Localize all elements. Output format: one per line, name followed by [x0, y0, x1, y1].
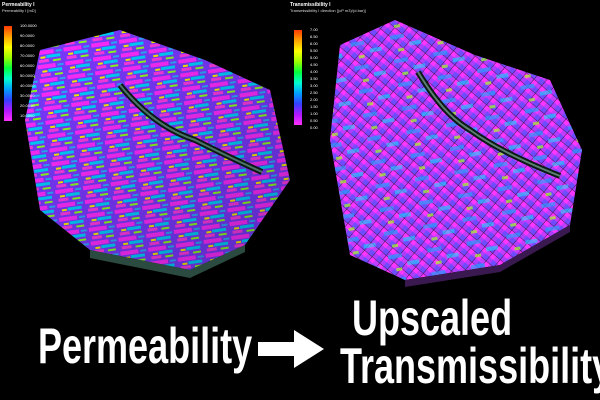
tick-label: 90.0000	[20, 33, 35, 38]
tick-label: 5.50	[310, 48, 318, 53]
transmissibility-caption: Transmissibility	[340, 338, 600, 394]
tick-label: 6.50	[310, 34, 318, 39]
upscaled-caption: Upscaled	[352, 290, 513, 346]
tick-label: 1.50	[310, 104, 318, 109]
transmissibility-view: Transmissibility I Transmissibility I di…	[290, 0, 600, 300]
tick-label: 6.00	[310, 41, 318, 46]
legend-subtitle: Transmissibility I direction [(cP m3)/(d…	[290, 8, 366, 13]
tick-label: 4.50	[310, 62, 318, 67]
tick-label: 40.0000	[20, 83, 35, 88]
tick-label: 80.0000	[20, 43, 35, 48]
tick-label: 2.00	[310, 97, 318, 102]
legend-title: Transmissibility I	[290, 2, 331, 8]
legend-title: Permeability I	[2, 2, 35, 8]
tick-label: 60.0000	[20, 63, 35, 68]
permeability-legend: Permeability I Permeability I [mD]	[2, 2, 36, 13]
permeability-view: Permeability I Permeability I [mD] 100.0…	[0, 0, 300, 300]
right-arrow-icon	[258, 330, 324, 368]
tick-label: 0.00	[310, 125, 318, 130]
tick-label: 5.00	[310, 55, 318, 60]
tick-label: 2.50	[310, 90, 318, 95]
permeability-surface	[25, 30, 290, 278]
tick-label: 100.0000	[20, 23, 37, 28]
transmissibility-color-bar	[294, 30, 302, 125]
permeability-tick-labels: 100.0000 90.0000 80.0000 70.0000 60.0000…	[20, 24, 60, 119]
tick-label: 0.50	[310, 118, 318, 123]
tick-label: 4.00	[310, 69, 318, 74]
permeability-caption: Permeability	[38, 318, 253, 374]
transmissibility-surface	[330, 20, 582, 287]
transmissibility-tick-labels: 7.00 6.50 6.00 5.50 5.00 4.50 4.00 3.50 …	[310, 27, 340, 130]
permeability-color-bar	[4, 26, 12, 121]
tick-label: 20.0000	[20, 103, 35, 108]
tick-label: 3.50	[310, 76, 318, 81]
transmissibility-legend: Transmissibility I Transmissibility I di…	[290, 2, 366, 13]
tick-label: 30.0000	[20, 93, 35, 98]
legend-subtitle: Permeability I [mD]	[2, 8, 36, 13]
tick-label: 50.0000	[20, 73, 35, 78]
tick-label: 10.0000	[20, 113, 35, 118]
tick-label: 70.0000	[20, 53, 35, 58]
tick-label: 1.00	[310, 111, 318, 116]
tick-label: 3.00	[310, 83, 318, 88]
tick-label: 7.00	[310, 27, 318, 32]
